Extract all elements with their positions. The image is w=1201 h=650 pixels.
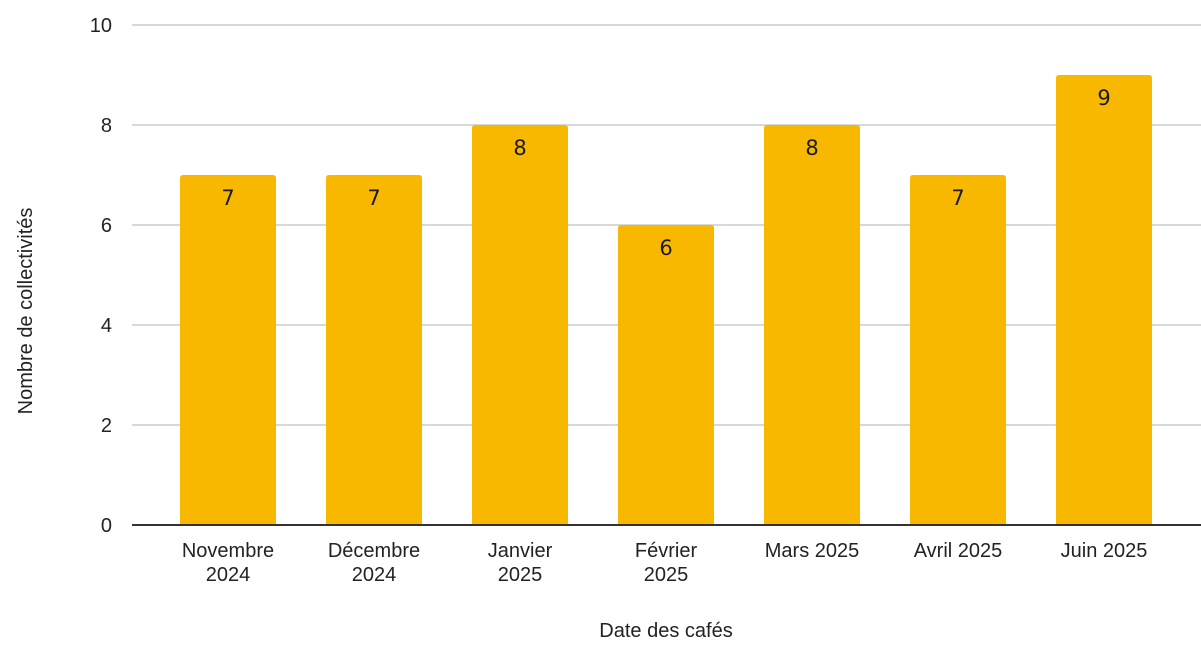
bar-value-label: 7 bbox=[367, 186, 380, 210]
x-tick-label: Janvier 2025 bbox=[488, 540, 553, 586]
x-tick-label: Mars 2025 bbox=[765, 540, 860, 562]
y-axis-ticks: 0 2 4 6 8 10 bbox=[90, 15, 112, 537]
data-labels: 7 7 8 6 8 7 9 bbox=[221, 86, 1110, 260]
x-axis-ticks: Novembre 2024 Décembre 2024 Janvier 2025 Févri… bbox=[182, 540, 1148, 586]
bar bbox=[910, 175, 1006, 525]
bar-value-label: 7 bbox=[951, 186, 964, 210]
bar bbox=[180, 175, 276, 525]
bar bbox=[618, 225, 714, 525]
y-tick-label: 8 bbox=[101, 115, 112, 137]
y-axis-title: Nombre de collectivités bbox=[15, 208, 37, 415]
y-tick-label: 6 bbox=[101, 215, 112, 237]
x-axis-title: Date des cafés bbox=[599, 620, 732, 642]
bars bbox=[180, 75, 1152, 525]
bar bbox=[1056, 75, 1152, 525]
bar-value-label: 9 bbox=[1097, 86, 1110, 110]
bar-value-label: 8 bbox=[513, 136, 526, 160]
y-tick-label: 2 bbox=[101, 415, 112, 437]
bar bbox=[764, 125, 860, 525]
y-tick-label: 0 bbox=[101, 515, 112, 537]
x-tick-label: Décembre 2024 bbox=[328, 540, 420, 586]
bar bbox=[472, 125, 568, 525]
y-tick-label: 4 bbox=[101, 315, 112, 337]
x-tick-label: Février 2025 bbox=[635, 540, 698, 586]
x-tick-label: Novembre 2024 bbox=[182, 540, 274, 586]
x-tick-label: Avril 2025 bbox=[914, 540, 1003, 562]
bar-value-label: 8 bbox=[805, 136, 818, 160]
bar-value-label: 6 bbox=[659, 236, 672, 260]
bar-value-label: 7 bbox=[221, 186, 234, 210]
bar bbox=[326, 175, 422, 525]
x-tick-label: Juin 2025 bbox=[1061, 540, 1148, 562]
y-tick-label: 10 bbox=[90, 15, 112, 37]
